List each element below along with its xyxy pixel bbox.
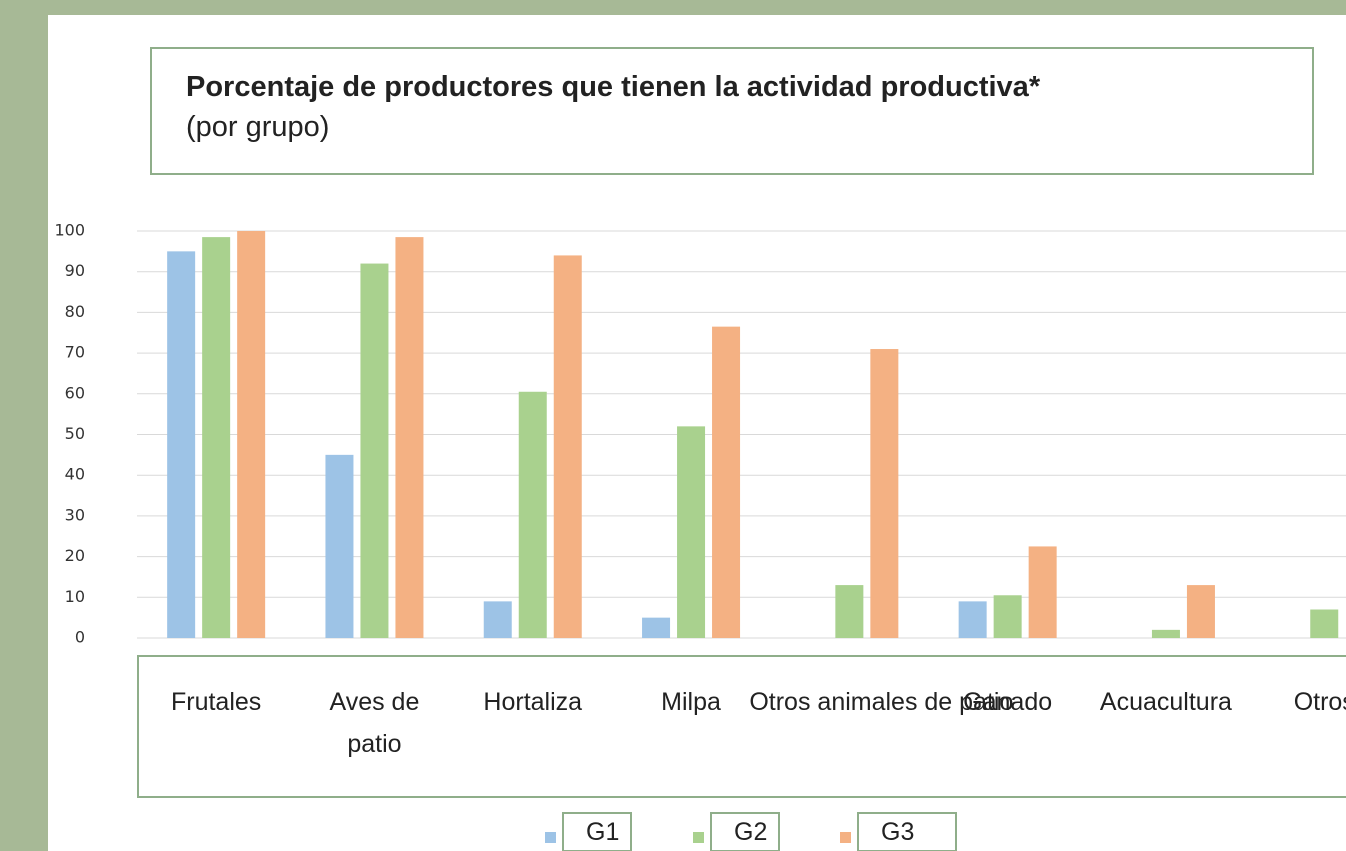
bar (958, 601, 987, 638)
chart-subtitle: (por grupo) (186, 111, 330, 143)
legend-label: G2 (710, 812, 780, 851)
x-tick-label: Otros (1293, 688, 1346, 716)
bar (1310, 609, 1339, 638)
bar (167, 251, 196, 638)
bar (677, 426, 706, 638)
category-box: Frutales Aves de patio Hortaliza Milpa Otros… (137, 655, 1346, 798)
y-tick-label: 70 (65, 343, 85, 362)
x-tick-label: Aves de patio (329, 688, 420, 758)
y-tick-label: 90 (65, 261, 85, 280)
x-tick-label: Acuacultura (1099, 688, 1232, 716)
bar (202, 237, 231, 639)
chart: 0 10 20 30 40 50 60 70 80 90 100 (54, 221, 1346, 647)
legend-label: G1 (562, 812, 632, 851)
x-tick-label: Ganado (963, 688, 1053, 716)
chart-title: Porcentaje de productores que tienen la … (186, 71, 1041, 103)
y-tick-label: 100 (54, 221, 85, 240)
bar (712, 326, 741, 638)
y-tick-label: 60 (65, 383, 85, 402)
y-tick-label: 10 (65, 587, 85, 606)
bar (360, 263, 389, 638)
bar (870, 349, 899, 638)
x-tick-label: Hortaliza (483, 688, 583, 716)
bar (483, 601, 512, 638)
title-box: Porcentaje de productores que tienen la … (150, 47, 1314, 175)
bar (325, 454, 354, 638)
y-tick-label: 80 (65, 302, 85, 321)
legend-label: G3 (857, 812, 957, 851)
x-tick-label: Frutales (170, 688, 262, 716)
bar (642, 617, 671, 638)
y-tick-label: 40 (65, 465, 85, 484)
slide: Porcentaje de productores que tienen la … (48, 15, 1346, 851)
x-tick-label: Milpa (661, 688, 721, 716)
bar (835, 585, 864, 638)
bar (395, 237, 424, 639)
x-tick-label: Otros animales de patio (749, 688, 1014, 716)
bar (1151, 629, 1180, 638)
y-tick-label: 50 (65, 424, 85, 443)
y-tick-label: 0 (75, 628, 85, 647)
bar (237, 231, 266, 638)
legend-swatch (840, 832, 851, 843)
legend-swatch (693, 832, 704, 843)
bar (1028, 546, 1057, 638)
bar (553, 255, 582, 639)
legend-swatch (545, 832, 556, 843)
bar (993, 595, 1022, 638)
y-tick-label: 20 (65, 546, 85, 565)
bar (518, 391, 547, 638)
y-tick-label: 30 (65, 505, 85, 524)
bar (1186, 585, 1215, 638)
